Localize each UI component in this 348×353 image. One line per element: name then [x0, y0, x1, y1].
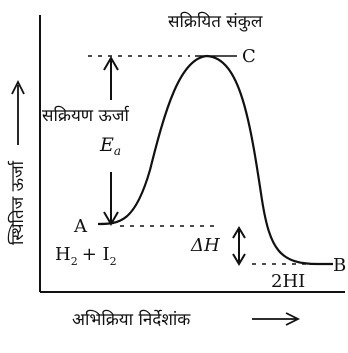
reactants-label: H2 + I2 — [55, 244, 117, 268]
y-axis-label-arrowhead — [11, 79, 25, 95]
ea-subscript: a — [114, 144, 121, 158]
point-b-label: B — [333, 255, 346, 276]
activation-energy-label: सक्रियण ऊर्जा — [42, 105, 130, 126]
point-c-label: C — [242, 46, 256, 67]
ea-down-arrowhead — [103, 211, 119, 226]
delta-h-arrowhead-up — [232, 226, 246, 239]
delta-h-arrowhead-down — [232, 253, 246, 266]
reaction-energy-curve — [97, 54, 333, 266]
product-label: 2HI — [271, 271, 305, 292]
y-axis-label-group: स्थितिज ऊर्जा — [7, 160, 28, 245]
x-axis-label-arrowhead — [285, 312, 301, 326]
ea-symbol: Ea — [99, 134, 121, 158]
y-axis-label: स्थितिज ऊर्जा — [7, 160, 28, 245]
activated-complex-label: सक्रियित संकुल — [168, 11, 263, 32]
ea-up-arrowhead — [103, 56, 119, 71]
point-a-label: A — [73, 216, 88, 237]
delta-h-label: ΔH — [190, 235, 220, 256]
x-axis-label: अभिक्रिया निर्देशांक — [72, 309, 191, 330]
